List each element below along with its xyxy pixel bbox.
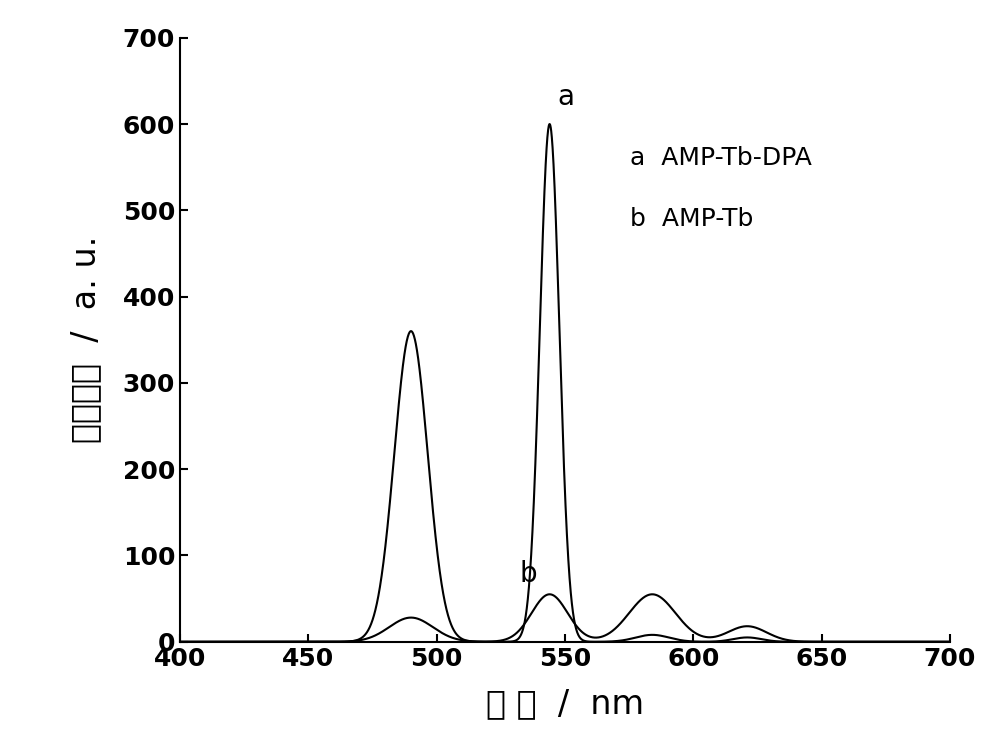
Y-axis label: 发光强度  /  a. u.: 发光强度 / a. u. (69, 236, 102, 443)
Text: a  AMP-Tb-DPA: a AMP-Tb-DPA (630, 146, 812, 171)
Text: a: a (557, 83, 574, 111)
X-axis label: 波 长  /  nm: 波 长 / nm (486, 687, 644, 720)
Text: b  AMP-Tb: b AMP-Tb (630, 207, 754, 231)
Text: b: b (519, 560, 537, 588)
